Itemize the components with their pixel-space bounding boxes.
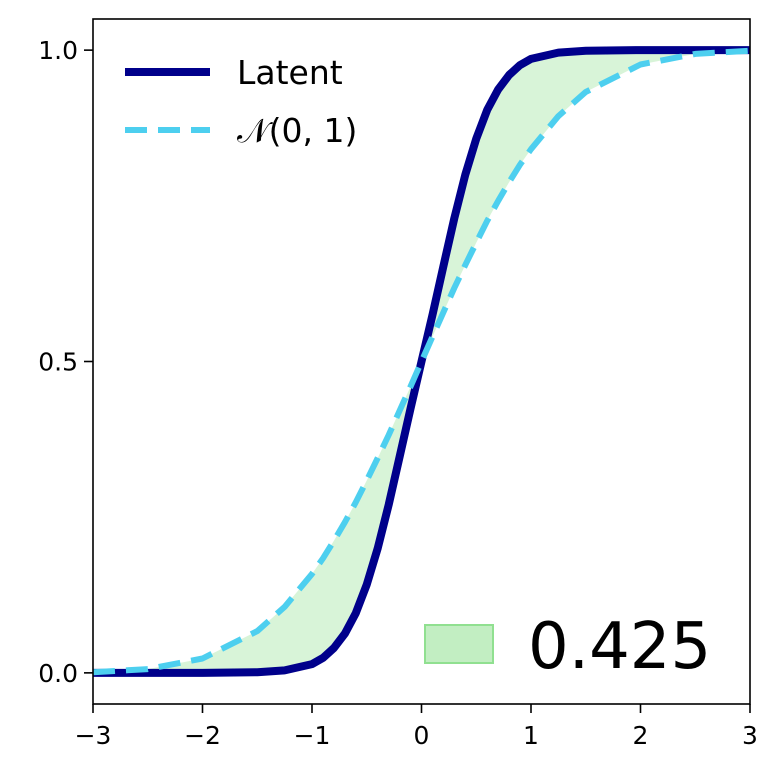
x-tick-label: −2 bbox=[184, 721, 221, 750]
area-swatch bbox=[424, 624, 494, 664]
x-tick-label: 0 bbox=[414, 721, 430, 750]
legend-label-normal: 𝒩(0, 1) bbox=[237, 111, 357, 150]
series-line-normal bbox=[93, 47, 750, 676]
area-value-label: 0.425 bbox=[528, 610, 711, 684]
legend-label-latent: Latent bbox=[237, 53, 343, 92]
x-tick-label: −3 bbox=[75, 721, 112, 750]
x-tick-label: 1 bbox=[523, 721, 539, 750]
legend: Latent 𝒩(0, 1) bbox=[125, 53, 357, 150]
y-tick-label: 0.0 bbox=[38, 659, 78, 688]
x-tick-label: −1 bbox=[294, 721, 331, 750]
x-tick-label: 3 bbox=[742, 721, 758, 750]
x-tick-label: 2 bbox=[633, 721, 649, 750]
series-line-latent bbox=[93, 46, 750, 677]
area-legend: 0.425 bbox=[424, 610, 711, 684]
y-tick-label: 0.5 bbox=[38, 348, 78, 377]
y-tick-label: 1.0 bbox=[38, 36, 78, 65]
